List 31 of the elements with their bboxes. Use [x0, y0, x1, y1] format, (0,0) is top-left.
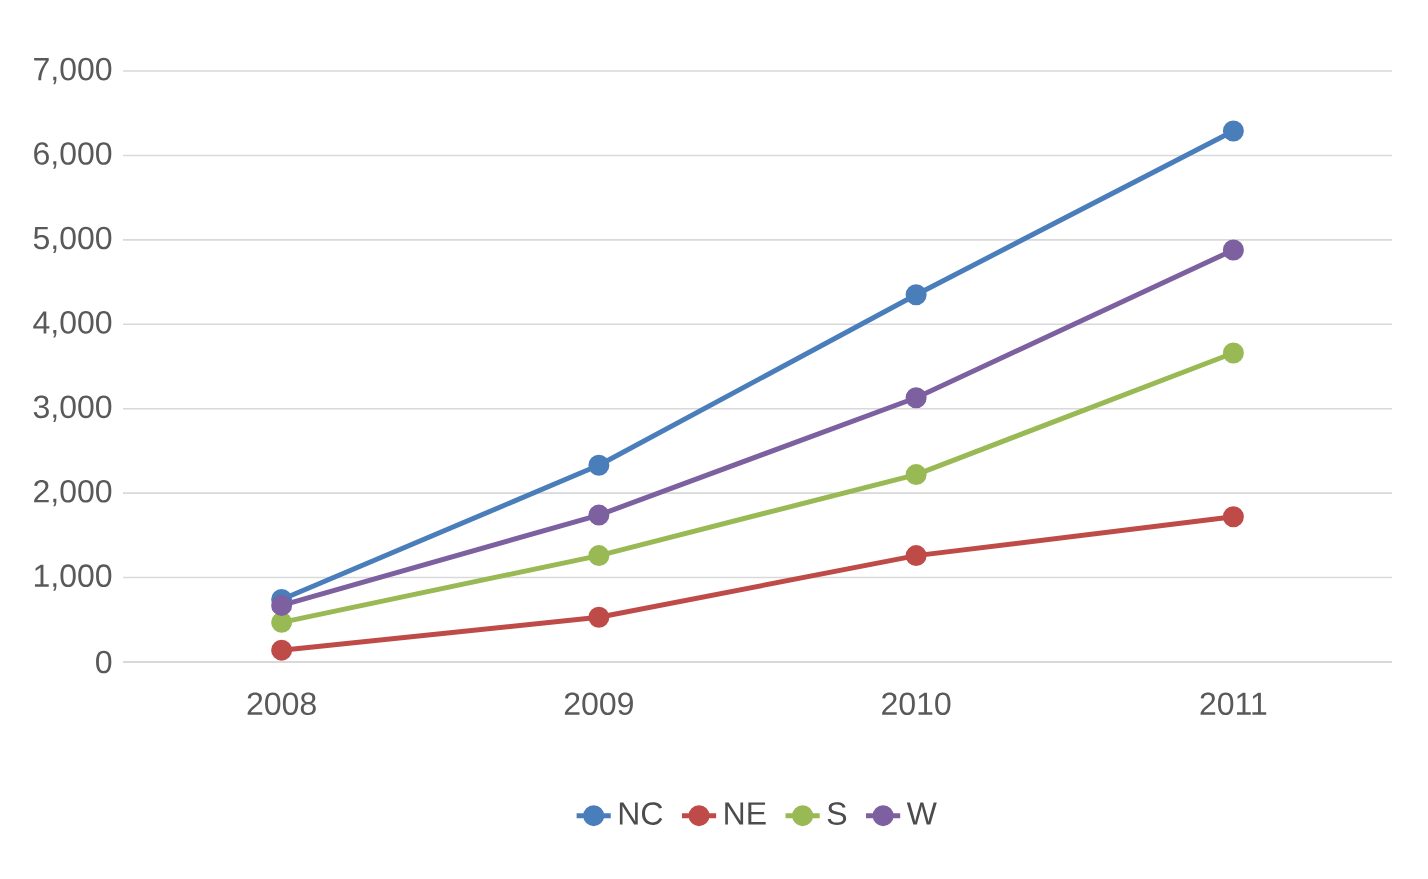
point [905, 545, 927, 567]
legend-label: NC [619, 802, 663, 825]
y-tick-label: 6,000 [34, 142, 112, 169]
point [588, 504, 610, 526]
point [905, 284, 927, 306]
legend-label: W [906, 802, 937, 825]
point [271, 639, 293, 661]
point [1222, 342, 1244, 364]
x-tick-label: 2008 [247, 692, 316, 716]
point [1222, 239, 1244, 261]
y-tick-label: 0 [96, 650, 112, 674]
point [588, 454, 610, 476]
x-tick-label: 2010 [882, 692, 951, 716]
point [905, 387, 927, 409]
y-tick-label: 3,000 [33, 395, 112, 422]
point [905, 464, 927, 486]
point [1222, 506, 1244, 528]
x-tick-label: 2009 [564, 692, 633, 716]
point [1222, 120, 1244, 142]
point [588, 606, 610, 628]
point [271, 594, 293, 616]
y-tick-label: 5,000 [33, 226, 112, 254]
legend-label: NE [725, 802, 766, 825]
y-tick-label: 7,000 [34, 57, 112, 85]
y-tick-label: 2,000 [34, 479, 112, 507]
y-tick-label: 4,000 [33, 311, 112, 338]
point [588, 545, 610, 567]
point [271, 611, 293, 633]
legend-label: S [827, 802, 847, 825]
x-tick-label: 2011 [1200, 692, 1267, 716]
y-tick-label: 1,000 [34, 564, 112, 591]
